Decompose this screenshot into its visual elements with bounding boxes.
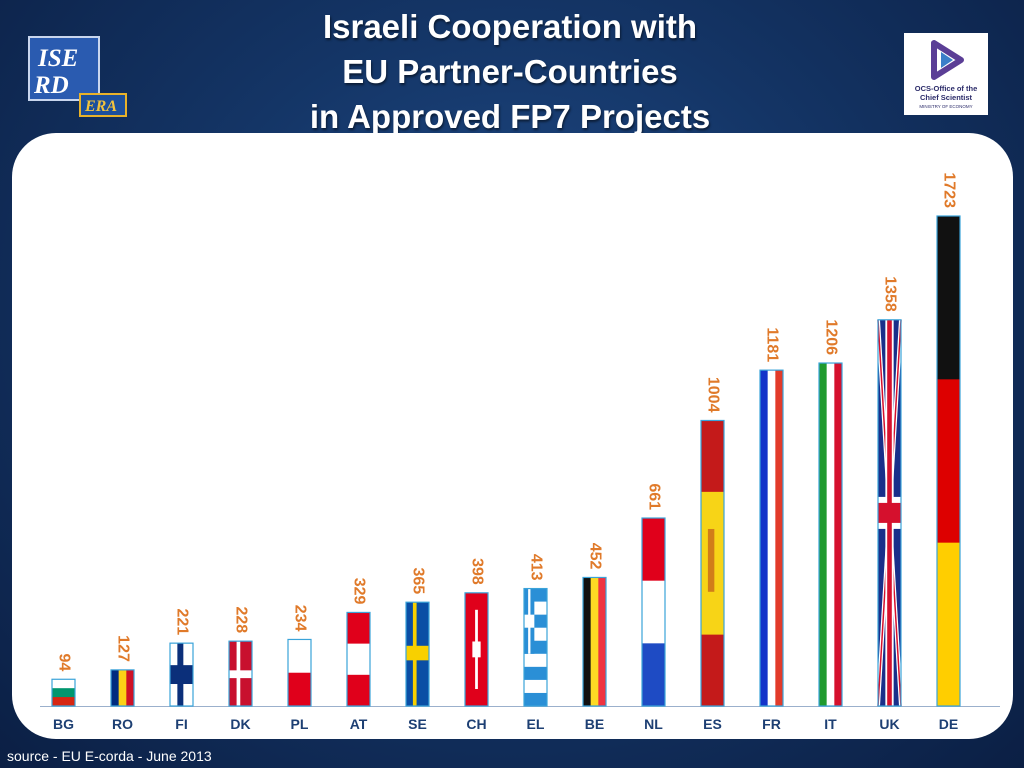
bar-es — [700, 419, 725, 707]
ocs-logo-line-3: MINISTRY OF ECONOMY — [919, 104, 972, 109]
value-label-bg: 94 — [55, 653, 72, 671]
logo-text-ise: ISE — [37, 45, 78, 72]
tick-label-de: DE — [939, 716, 958, 732]
bar-nl — [641, 517, 666, 707]
bar-fr — [759, 369, 784, 707]
tick-label-fi: FI — [175, 716, 187, 732]
value-label-at: 329 — [350, 578, 367, 605]
value-label-it: 1206 — [822, 319, 839, 355]
tick-label-es: ES — [703, 716, 722, 732]
tick-label-uk: UK — [879, 716, 899, 732]
chart-panel: 94 BG 127 RO 221 FI 228 DK 234 PL 329 AT 365 SE 398 CH 4… — [12, 133, 1013, 739]
tick-label-pl: PL — [291, 716, 309, 732]
bar-be — [582, 576, 607, 707]
tick-label-nl: NL — [644, 716, 663, 732]
tick-label-it: IT — [824, 716, 837, 732]
bar-at — [346, 611, 371, 707]
value-label-se: 365 — [409, 567, 426, 594]
ocs-logo: OCS-Office of the Chief Scientist MINIST… — [904, 33, 988, 115]
title-line-1: Israeli Cooperation with — [322, 8, 698, 45]
bar-se — [405, 601, 430, 707]
bar-bg — [51, 678, 76, 707]
iserd-era-logo: ISE RD ERA — [28, 36, 128, 118]
value-label-el: 413 — [527, 554, 544, 581]
bar-ch — [464, 592, 489, 707]
tick-label-bg: BG — [53, 716, 74, 732]
tick-label-fr: FR — [762, 716, 781, 732]
bar-ro — [110, 669, 135, 707]
ocs-logo-line-1: OCS-Office of the — [915, 84, 978, 93]
source-note: source - EU E-corda - June 2013 — [7, 748, 212, 764]
value-label-pl: 234 — [291, 605, 308, 632]
tick-label-dk: DK — [230, 716, 250, 732]
tick-label-ch: CH — [466, 716, 486, 732]
tick-label-at: AT — [350, 716, 368, 732]
value-label-nl: 661 — [645, 483, 662, 510]
value-label-be: 452 — [586, 543, 603, 570]
value-label-fi: 221 — [173, 608, 190, 635]
logo-text-era: ERA — [84, 98, 117, 115]
logo-text-rd: RD — [33, 72, 69, 99]
tick-label-el: EL — [527, 716, 545, 732]
bar-it — [818, 362, 843, 707]
bar-fi — [169, 642, 194, 707]
title-line-2: EU Partner-Countries — [342, 53, 678, 90]
value-label-fr: 1181 — [763, 327, 780, 362]
bar-pl — [287, 638, 312, 707]
bar-chart: 94 BG 127 RO 221 FI 228 DK 234 PL 329 AT 365 SE 398 CH 4… — [40, 172, 1000, 732]
tick-label-se: SE — [408, 716, 427, 732]
bar-dk — [228, 640, 253, 707]
value-label-ch: 398 — [468, 558, 485, 585]
value-label-de: 1723 — [940, 172, 957, 208]
tick-label-ro: RO — [112, 716, 133, 732]
value-label-es: 1004 — [704, 377, 721, 413]
bar-uk — [876, 319, 903, 707]
title-line-3: in Approved FP7 Projects — [309, 98, 711, 135]
value-label-uk: 1358 — [881, 276, 898, 312]
tick-label-be: BE — [585, 716, 604, 732]
chart-title: Israeli Cooperation with EU Partner-Coun… — [230, 4, 790, 139]
bar-el — [523, 587, 548, 707]
value-label-dk: 228 — [232, 606, 249, 633]
ocs-logo-line-2: Chief Scientist — [920, 93, 973, 102]
bar-de — [936, 215, 961, 707]
value-label-ro: 127 — [114, 635, 131, 662]
